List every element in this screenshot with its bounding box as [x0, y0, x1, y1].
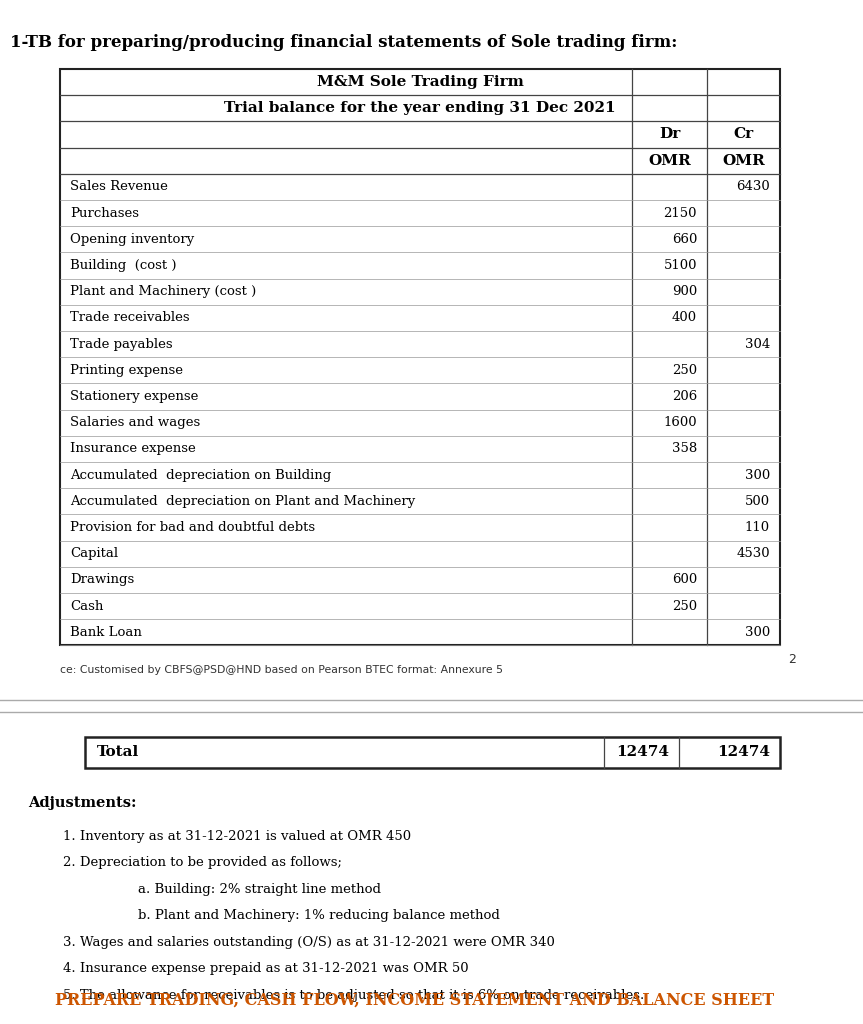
Text: 300: 300 [745, 469, 770, 481]
Text: Plant and Machinery (cost ): Plant and Machinery (cost ) [70, 286, 256, 298]
Text: Salaries and wages: Salaries and wages [70, 416, 200, 429]
Text: Trial balance for the year ending 31 Dec 2021: Trial balance for the year ending 31 Dec… [224, 101, 616, 116]
Text: 1-TB for preparing/producing financial statements of Sole trading firm:: 1-TB for preparing/producing financial s… [10, 34, 677, 51]
Text: M&M Sole Trading Firm: M&M Sole Trading Firm [317, 75, 524, 89]
Text: a. Building: 2% straight line method: a. Building: 2% straight line method [138, 883, 381, 896]
Text: OMR: OMR [722, 154, 765, 168]
Text: Total: Total [97, 745, 139, 760]
Text: 5. The allowance for receivables is to be adjusted so that it is 6% on trade rec: 5. The allowance for receivables is to b… [63, 988, 645, 1001]
Text: 206: 206 [671, 390, 697, 403]
Bar [60, 69, 780, 645]
Text: 2: 2 [788, 653, 796, 667]
Text: Adjustments:: Adjustments: [28, 796, 136, 810]
Text: 250: 250 [672, 600, 697, 612]
Text: Capital: Capital [70, 547, 118, 560]
Text: OMR: OMR [648, 154, 691, 168]
Text: 2150: 2150 [664, 207, 697, 219]
Text: Trade receivables: Trade receivables [70, 311, 190, 325]
Text: 400: 400 [672, 311, 697, 325]
Text: 250: 250 [672, 364, 697, 377]
Text: Trade payables: Trade payables [70, 338, 173, 350]
Text: 12474: 12474 [717, 745, 770, 760]
Text: 900: 900 [671, 286, 697, 298]
Text: 300: 300 [745, 626, 770, 639]
Text: 12474: 12474 [616, 745, 669, 760]
Text: Cr: Cr [734, 128, 753, 141]
Text: 304: 304 [745, 338, 770, 350]
Text: PREPARE TRADING, CASH FLOW, INCOME STATEMENT AND BALANCE SHEET: PREPARE TRADING, CASH FLOW, INCOME STATE… [55, 992, 774, 1009]
Text: 600: 600 [671, 573, 697, 587]
Text: 2. Depreciation to be provided as follows;: 2. Depreciation to be provided as follow… [63, 856, 342, 869]
Text: 3. Wages and salaries outstanding (O/S) as at 31-12-2021 were OMR 340: 3. Wages and salaries outstanding (O/S) … [63, 936, 555, 948]
Text: Dr: Dr [658, 128, 680, 141]
Text: Building  (cost ): Building (cost ) [70, 259, 177, 272]
Text: Accumulated  depreciation on Plant and Machinery: Accumulated depreciation on Plant and Ma… [70, 495, 415, 508]
Text: Printing expense: Printing expense [70, 364, 183, 377]
Text: 1. Inventory as at 31-12-2021 is valued at OMR 450: 1. Inventory as at 31-12-2021 is valued … [63, 829, 411, 843]
Text: 1600: 1600 [664, 416, 697, 429]
Text: b. Plant and Machinery: 1% reducing balance method: b. Plant and Machinery: 1% reducing bala… [138, 909, 500, 922]
Text: 6430: 6430 [736, 180, 770, 194]
Text: Stationery expense: Stationery expense [70, 390, 198, 403]
Text: Opening inventory: Opening inventory [70, 232, 194, 246]
Text: 500: 500 [745, 495, 770, 508]
Text: Bank Loan: Bank Loan [70, 626, 142, 639]
Text: 4. Insurance expense prepaid as at 31-12-2021 was OMR 50: 4. Insurance expense prepaid as at 31-12… [63, 962, 469, 975]
Text: 110: 110 [745, 521, 770, 534]
Text: 358: 358 [671, 442, 697, 456]
Text: Insurance expense: Insurance expense [70, 442, 196, 456]
Text: 4530: 4530 [736, 547, 770, 560]
Text: 5100: 5100 [664, 259, 697, 272]
Text: Purchases: Purchases [70, 207, 139, 219]
Text: Accumulated  depreciation on Building: Accumulated depreciation on Building [70, 469, 331, 481]
Bar [85, 737, 780, 768]
Text: Drawings: Drawings [70, 573, 135, 587]
Text: Provision for bad and doubtful debts: Provision for bad and doubtful debts [70, 521, 315, 534]
Text: ce: Customised by CBFS@PSD@HND based on Pearson BTEC format: Annexure 5: ce: Customised by CBFS@PSD@HND based on … [60, 666, 503, 676]
Text: Sales Revenue: Sales Revenue [70, 180, 168, 194]
Text: Cash: Cash [70, 600, 104, 612]
Text: 660: 660 [671, 232, 697, 246]
